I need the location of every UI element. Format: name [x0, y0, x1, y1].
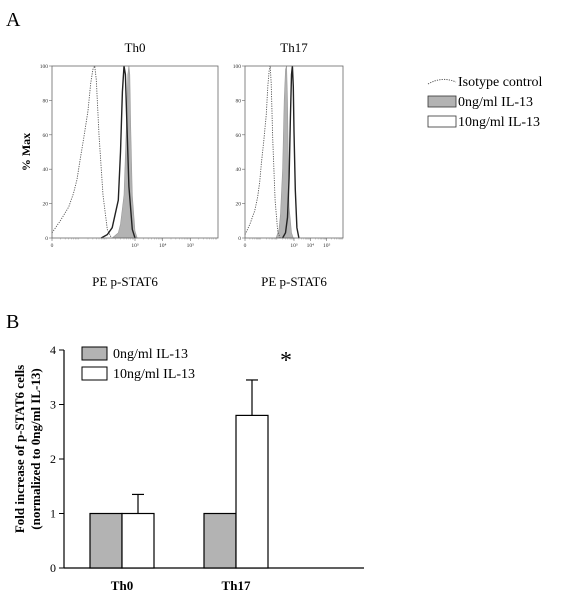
- significance-marker: *: [280, 348, 292, 374]
- series-10ng-il13: [100, 65, 136, 239]
- y-tick-label: 2: [50, 452, 56, 466]
- y-tick-label: 0: [50, 561, 56, 575]
- histogram-title: Th17: [280, 40, 308, 55]
- bar-th0-0ng: [89, 512, 123, 569]
- bar-chart: 0 1 2 3 4 Fold increase of p-STAT6 cells (norm…: [12, 343, 364, 593]
- legend-label: 10ng/ml IL-13: [113, 367, 195, 382]
- histogram-th0: Th0 0 20 40 60 80 100 0 10³ 10⁴ 10⁵ PE p-STAT6 % Max: [19, 40, 219, 289]
- bar-ylabel-line: (normalized to 0ng/ml IL-13): [28, 368, 43, 529]
- y-tick-label: 1: [50, 507, 56, 521]
- legend-label: 0ng/ml IL-13: [458, 95, 533, 110]
- histogram-legend: Isotype control 0ng/ml IL-13 10ng/ml IL-13: [427, 75, 542, 130]
- histogram-xlabel: PE p-STAT6: [92, 274, 158, 289]
- category-label: Th0: [111, 578, 133, 593]
- legend-label: 0ng/ml IL-13: [113, 347, 188, 362]
- series-10ng-il13: [281, 65, 300, 239]
- histogram-title: Th0: [125, 40, 146, 55]
- x-tick-label: 10⁴: [159, 243, 167, 249]
- y-tick-label: 100: [40, 64, 49, 70]
- bar-th17-0ng: [203, 512, 237, 569]
- y-tick-label: 0: [45, 236, 48, 242]
- y-tick-label: 100: [233, 64, 242, 70]
- legend-label: 10ng/ml IL-13: [458, 115, 540, 130]
- legend-swatch-0ng: [427, 95, 457, 108]
- legend-swatch-10ng: [427, 115, 457, 128]
- category-label: Th17: [222, 578, 251, 593]
- x-tick-label: 10⁴: [307, 243, 315, 249]
- y-tick-label: 60: [236, 133, 242, 139]
- x-tick-label: 10³: [131, 243, 139, 249]
- panel-a-label: A: [6, 9, 21, 31]
- y-tick-label: 20: [236, 202, 242, 208]
- legend-swatch-isotype: [427, 78, 457, 85]
- y-tick-label: 60: [43, 133, 49, 139]
- panel-b-label: B: [6, 311, 19, 333]
- y-tick-label: 20: [43, 202, 49, 208]
- x-tick-label: 0: [51, 243, 54, 249]
- legend-swatch: [81, 346, 108, 361]
- y-tick-label: 80: [236, 98, 242, 104]
- x-tick-label: 10³: [290, 243, 298, 249]
- histogram-ylabel: % Max: [19, 133, 33, 171]
- y-tick-label: 3: [50, 398, 56, 412]
- y-tick-label: 80: [43, 98, 49, 104]
- x-tick-label: 10⁵: [187, 243, 195, 249]
- y-tick-label: 4: [50, 343, 56, 357]
- x-tick-label: 0: [244, 243, 247, 249]
- bar-th0-10ng: [121, 512, 155, 569]
- legend-swatch: [81, 366, 108, 381]
- histogram-xlabel: PE p-STAT6: [261, 274, 327, 289]
- y-tick-label: 40: [43, 167, 49, 173]
- histogram-frame: [51, 65, 219, 239]
- series-isotype-control: [244, 65, 281, 239]
- bar-th17-10ng: [235, 414, 269, 569]
- histogram-th17: Th17 0 20 40 60 80 100 0 10³ 10⁴ 10⁵ PE p-STAT6: [233, 40, 344, 289]
- y-tick-label: 0: [238, 236, 241, 242]
- series-isotype-control: [51, 64, 112, 239]
- legend-label: Isotype control: [458, 75, 542, 90]
- bar-ylabel-line: Fold increase of p-STAT6 cells: [12, 365, 27, 533]
- y-tick-label: 40: [236, 167, 242, 173]
- x-tick-label: 10⁵: [323, 243, 331, 249]
